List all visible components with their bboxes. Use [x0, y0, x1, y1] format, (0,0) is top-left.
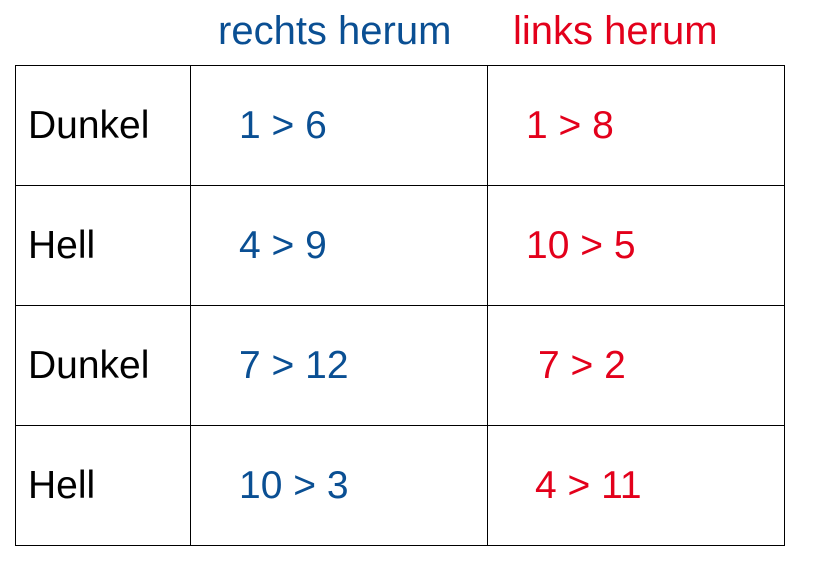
- header-links-herum: links herum: [513, 9, 718, 53]
- rechts-cell: 7 > 12: [190, 305, 488, 426]
- header-rechts-herum: rechts herum: [218, 9, 452, 53]
- rechts-cell: 4 > 9: [190, 185, 488, 306]
- rechts-cell: 10 > 3: [190, 425, 488, 546]
- row-label: Dunkel: [15, 305, 191, 426]
- links-cell: 7 > 2: [487, 305, 785, 426]
- table-row: Dunkel 7 > 12 7 > 2: [15, 305, 785, 426]
- direction-table: Dunkel 1 > 6 1 > 8 Hell 4 > 9 10 > 5 Dun…: [15, 65, 785, 546]
- links-cell: 1 > 8: [487, 65, 785, 186]
- row-label: Hell: [15, 185, 191, 306]
- links-cell: 4 > 11: [487, 425, 785, 546]
- row-label: Dunkel: [15, 65, 191, 186]
- links-cell: 10 > 5: [487, 185, 785, 306]
- row-label: Hell: [15, 425, 191, 546]
- table-row: Hell 4 > 9 10 > 5: [15, 185, 785, 306]
- table-row: Hell 10 > 3 4 > 11: [15, 425, 785, 546]
- rechts-cell: 1 > 6: [190, 65, 488, 186]
- table-row: Dunkel 1 > 6 1 > 8: [15, 65, 785, 186]
